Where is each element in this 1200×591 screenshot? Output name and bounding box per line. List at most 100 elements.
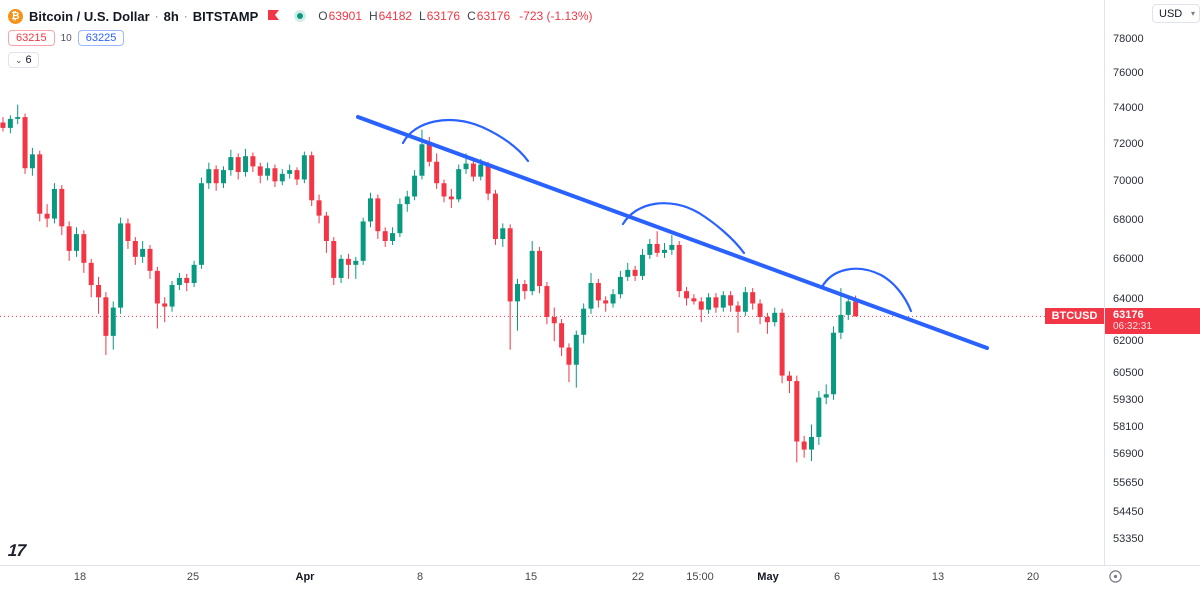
candle[interactable] [184,273,190,292]
candle[interactable] [838,288,844,340]
candle[interactable] [537,246,543,294]
candle[interactable] [22,113,28,174]
candle[interactable] [845,297,851,321]
candle[interactable] [29,147,35,176]
candle[interactable] [684,287,690,306]
candle[interactable] [698,297,704,323]
candle[interactable] [37,150,43,222]
candle[interactable] [750,288,756,310]
candle[interactable] [404,190,410,212]
connection-status-icon[interactable] [294,10,307,22]
candle[interactable] [595,278,601,308]
candle[interactable] [59,185,65,236]
candle[interactable] [279,169,285,186]
candle[interactable] [573,330,579,388]
arc-drawing[interactable] [401,119,530,163]
candle[interactable] [706,293,712,314]
candle[interactable] [617,270,623,299]
candle[interactable] [265,162,271,181]
flag-icon[interactable] [268,9,280,23]
candle[interactable] [551,307,557,342]
candle[interactable] [118,217,124,314]
candle[interactable] [441,179,447,203]
candle[interactable] [588,272,594,314]
candle[interactable] [132,237,138,265]
candle[interactable] [309,151,315,207]
candle[interactable] [191,260,197,288]
candle[interactable] [581,303,587,344]
candle[interactable] [169,280,175,312]
candle[interactable] [639,248,645,280]
candle[interactable] [0,117,6,132]
candle[interactable] [176,272,182,291]
candle[interactable] [257,162,263,184]
candle[interactable] [338,254,344,283]
candle[interactable] [500,223,506,247]
candle[interactable] [51,183,57,224]
exchange-label[interactable]: BITSTAMP [192,8,259,24]
candle[interactable] [110,301,116,350]
candle[interactable] [529,240,535,296]
go-to-realtime-icon[interactable] [1108,569,1123,589]
candle[interactable] [66,221,72,261]
candle[interactable] [154,266,160,329]
arc-drawing[interactable] [820,267,913,313]
bid-price-button[interactable]: 63215 [8,30,55,46]
candle[interactable] [507,224,513,350]
candle[interactable] [603,296,609,312]
symbol-title[interactable]: Bitcoin / U.S. Dollar [29,8,150,24]
candle[interactable] [81,230,87,273]
candle[interactable] [485,161,491,201]
candle[interactable] [287,164,293,179]
candle[interactable] [691,294,697,305]
candle[interactable] [235,153,241,180]
candle[interactable] [272,164,278,188]
candle[interactable] [816,390,822,445]
candle[interactable] [323,211,329,253]
candle[interactable] [221,166,226,188]
trendline-drawing[interactable] [356,115,989,350]
price-axis[interactable]: USD ▾ 78000 76000 74000 72000 70000 68000 6600… [1105,0,1200,565]
candle[interactable] [74,227,79,257]
candle[interactable] [382,227,388,247]
candle[interactable] [15,104,21,125]
candle[interactable] [316,194,322,224]
indicators-collapse-button[interactable]: ⌄ 6 [8,52,39,68]
candle[interactable] [823,384,829,405]
candle[interactable] [742,287,748,316]
candle[interactable] [654,231,660,257]
candle[interactable] [779,308,785,384]
candle[interactable] [301,151,307,184]
candle[interactable] [140,240,146,263]
candle[interactable] [147,244,153,279]
candle[interactable] [801,435,807,458]
candle[interactable] [470,160,476,182]
candle[interactable] [809,424,814,462]
candle[interactable] [419,129,425,180]
candle[interactable] [213,165,219,191]
candle[interactable] [522,279,528,300]
candle[interactable] [794,375,800,463]
candle[interactable] [456,164,462,203]
candle[interactable] [345,253,351,279]
ask-price-button[interactable]: 63225 [77,30,125,46]
candle[interactable] [228,149,234,176]
candle[interactable] [390,227,396,245]
candle[interactable] [44,204,50,228]
currency-toggle-button[interactable]: USD ▾ [1152,4,1200,23]
candle[interactable] [360,217,366,265]
candle[interactable] [198,177,204,269]
candle[interactable] [250,152,256,172]
candle[interactable] [96,276,102,314]
candle[interactable] [786,371,792,394]
time-axis[interactable]: 18 25 Apr 8 15 22 15:00 May 6 13 20 [0,566,1200,591]
candle[interactable] [515,278,520,331]
candle[interactable] [831,326,837,400]
candle[interactable] [720,291,726,312]
candle[interactable] [728,291,734,312]
candle[interactable] [88,258,94,298]
candle[interactable] [162,297,168,323]
candle[interactable] [103,292,109,356]
candle[interactable] [331,237,337,286]
